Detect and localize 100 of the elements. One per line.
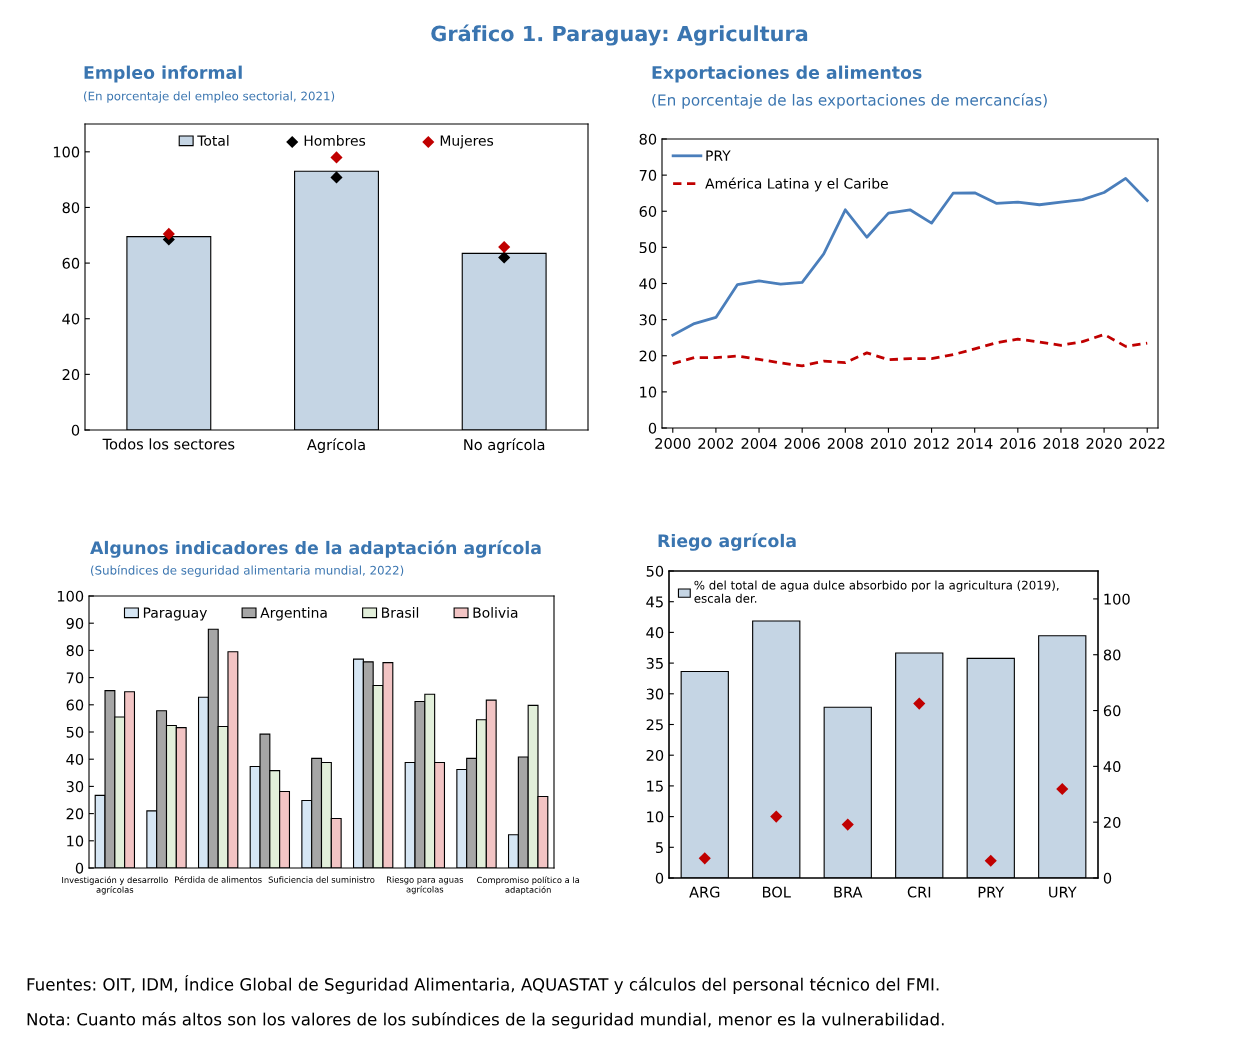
y2-tick-label: 60 [1103,705,1121,717]
y2-tick-label: 0 [1103,872,1112,884]
chart-subtitle: (En porcentaje del empleo sectorial, 2021) [84,91,335,103]
x-tick-label: BOL [763,886,791,898]
point [498,251,511,264]
y-tick-label: 60 [639,205,657,217]
x-tick-label: PRY [978,886,1005,898]
x-tick-label: 2002 [698,437,734,450]
y-tick-label: 60 [62,257,80,269]
y-tick-label: 15 [647,780,663,792]
x-tick-label: 2020 [1086,437,1122,450]
y-tick-label: 80 [62,202,80,214]
x-tick-label: Todos los sectores [102,438,235,450]
y-tick-label: 30 [639,314,657,326]
legend-label: PRY [706,150,731,161]
legend-label: Argentina [260,607,327,621]
y-tick-label: 20 [66,808,84,820]
y-tick-label: 40 [646,627,664,639]
legend-label: Mujeres [440,135,494,149]
x-tick-label: 2006 [784,437,820,450]
y-tick-label: 20 [646,749,664,761]
legend-label: Bolivia [473,607,518,618]
chart-subtitle: (Subíndices de seguridad alimentaria mundial, 2022) [91,565,404,577]
legend-label: América Latina y el Caribe [705,177,888,192]
legend-label: Hombres [304,135,366,146]
y2-tick-label: 40 [1103,761,1121,773]
y-tick-label: 80 [66,645,84,657]
x-tick-label: 2004 [741,437,777,450]
text: Nota: Cuanto más altos son los valores de los subíndices de la seguridad mundial, menor es la vulnerabilidad. [27,1012,944,1029]
y-tick-label: 20 [639,350,657,362]
y-tick-label: 35 [646,657,663,669]
legend-label: Paraguay [143,607,207,621]
y-tick-label: 0 [71,424,80,436]
y-tick-label: 5 [655,842,663,854]
x-tick-label: 2014 [957,437,993,450]
y2-tick-label: 80 [1103,649,1121,661]
y-tick-label: 70 [66,672,84,684]
chart-title: Exportaciones de alimentos [652,65,922,83]
chart-title: Riego agrícola [658,533,796,551]
y2-tick-label: 100 [1104,593,1130,605]
y-tick-label: 50 [639,242,657,254]
x-tick-label: 2010 [870,437,907,450]
point [330,151,343,164]
y-tick-label: 10 [640,386,657,398]
legend-label: Total [197,135,229,146]
point [770,810,783,823]
y-tick-label: 0 [655,872,664,884]
y-tick-label: 80 [639,133,657,145]
text: Gráfico 1. Paraguay: Agricultura [431,24,808,46]
y-tick-label: 60 [66,699,84,711]
point [913,697,926,710]
y-tick-label: 40 [639,278,657,290]
y-tick-label: 0 [648,422,657,434]
x-tick-label: CRI [907,886,931,898]
x-tick-label: 2018 [1043,437,1079,450]
legend-label: % del total de agua dulce absorbido por la agricultura (2019), escala der. [694,580,1059,603]
chart-title: Algunos indicadores de la adaptación agrícola [90,540,541,558]
x-tick-label: Riesgo para aguas agrícolas [386,876,464,895]
y-tick-label: 50 [66,726,84,738]
x-tick-label: Investigación y desarrollo agrícolas [62,876,168,895]
y-tick-label: 30 [646,688,664,700]
x-tick-label: Pérdida de alimentos [175,876,262,883]
y-tick-label: 10 [647,811,664,823]
x-tick-label: No agrícola [464,438,545,454]
line-series [671,176,1149,337]
x-tick-label: 2016 [1000,437,1036,450]
point [498,240,511,254]
x-tick-label: 2008 [827,437,863,450]
y-tick-label: 50 [646,565,664,577]
x-tick-label: 2012 [914,437,949,450]
x-tick-label: BRA [834,886,863,898]
chart-title: Empleo informal [84,65,242,83]
y-tick-label: 30 [66,781,84,793]
x-tick-label: ARG [689,886,720,898]
y-tick-label: 0 [75,862,84,874]
chart-subtitle: (En porcentaje de las exportaciones de mercancías) [652,93,1047,109]
x-tick-label: URY [1049,886,1077,898]
point [330,171,343,184]
y-tick-label: 100 [57,590,84,602]
y-tick-label: 40 [62,313,80,325]
x-tick-label: 2022 [1129,437,1165,450]
y-tick-label: 25 [646,719,663,731]
y2-tick-label: 20 [1103,816,1121,828]
x-tick-label: 2000 [655,437,691,450]
y-tick-label: 100 [53,146,80,158]
x-tick-label: Agrícola [307,438,365,454]
point [1056,782,1069,796]
y-tick-label: 45 [646,596,663,608]
y-tick-label: 40 [66,753,84,765]
point [984,854,997,867]
y-tick-label: 10 [67,835,84,847]
source-note: Fuentes: OIT, IDM, Índice Global de Seguridad Alimentaria, AQUASTAT y cálculos del personal técnico del FMI. [27,975,939,994]
x-tick-label: Suficiencia del suministro [268,876,375,883]
line-series [671,333,1149,368]
point [162,227,175,240]
legend-label: Brasil [382,607,419,618]
point [841,818,854,831]
x-tick-label: Compromiso político a la adaptación [476,876,580,895]
y-tick-label: 70 [639,169,657,181]
point [698,852,711,865]
